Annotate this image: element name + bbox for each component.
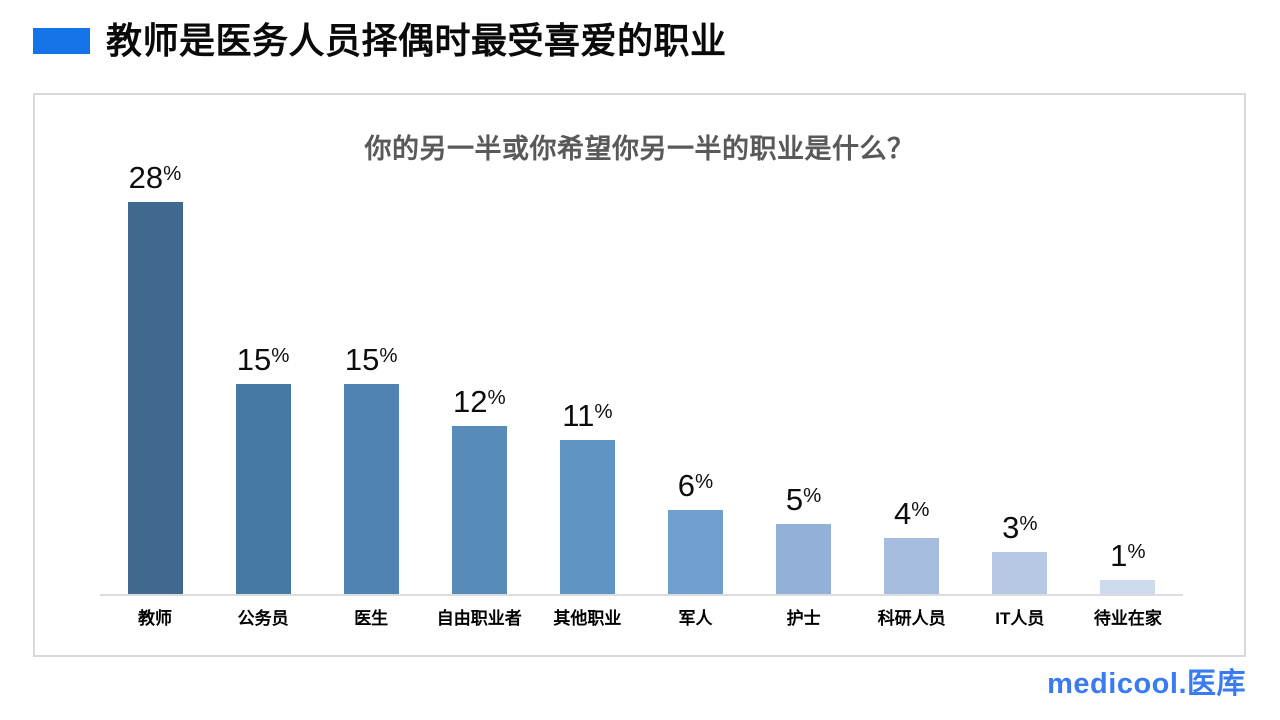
bar-value-label: 28%: [128, 160, 182, 195]
category-label: IT人员: [995, 609, 1045, 628]
bar: [235, 384, 291, 594]
chart-panel: 你的另一半或你希望你另一半的职业是什么？ 28% 教师 15% 公务员 15% 医生 12%…: [33, 93, 1246, 657]
category-label: 自由职业者: [436, 609, 522, 628]
bar: [992, 552, 1048, 594]
page-title: 教师是医务人员择偶时最受喜爱的职业: [106, 20, 727, 61]
category-label: 教师: [138, 609, 172, 628]
bar-value-label: 3%: [1002, 510, 1038, 545]
plot-area: 28% 教师 15% 公务员 15% 医生 12% 自由职业者 11% 其他职业 6% 军人 5% 护士 4…: [35, 95, 1244, 655]
x-axis-line: [100, 594, 1183, 596]
bar-value-label: 1%: [1110, 538, 1146, 573]
page-header: 教师是医务人员择偶时最受喜爱的职业: [33, 18, 727, 65]
category-label: 医生: [354, 609, 389, 628]
bar-value-label: 11%: [562, 398, 613, 433]
bar: [668, 510, 723, 594]
category-label: 待业在家: [1093, 609, 1162, 628]
category-label: 科研人员: [877, 609, 946, 628]
medicool-logo: medicool.医库: [1047, 668, 1246, 700]
category-label: 公务员: [237, 609, 289, 628]
bar: [559, 440, 615, 594]
bar: [884, 538, 940, 594]
bar-value-label: 12%: [452, 384, 506, 419]
chart-title: 你的另一半或你希望你另一半的职业是什么？: [364, 134, 915, 164]
bar-value-label: 5%: [785, 482, 822, 517]
bar: [343, 384, 399, 594]
bar: [776, 524, 832, 594]
bar: [1100, 580, 1156, 594]
bar: [127, 202, 183, 594]
bar-value-label: 15%: [344, 342, 398, 377]
title-accent-block: [33, 28, 90, 55]
category-label: 其他职业: [553, 609, 622, 628]
bar-value-label: 15%: [236, 342, 290, 377]
category-label: 护士: [786, 609, 821, 628]
bar: [451, 426, 507, 594]
bar-value-label: 4%: [893, 496, 930, 531]
bar-value-label: 6%: [677, 468, 714, 503]
category-label: 军人: [678, 609, 713, 628]
